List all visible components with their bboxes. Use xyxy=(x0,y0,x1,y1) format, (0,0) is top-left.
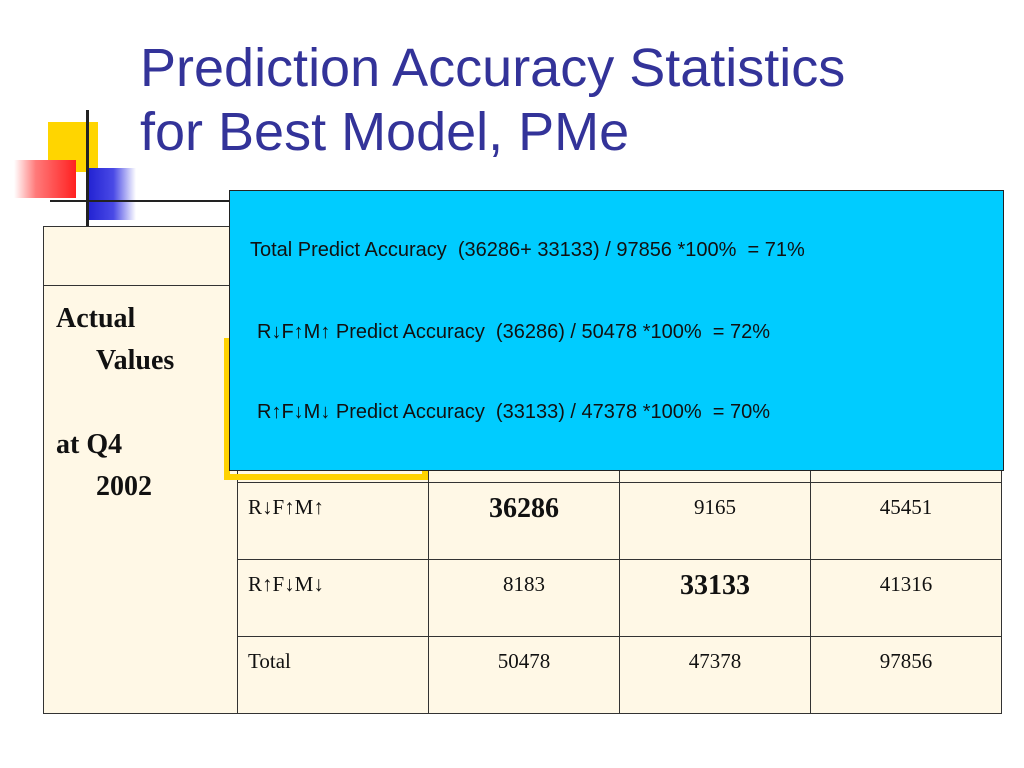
row-label: Total xyxy=(237,636,429,714)
table-cell: 47378 xyxy=(619,636,811,714)
callout-line-rfm-up: R↓F↑M↑ Predict Accuracy (36286) / 50478 … xyxy=(257,321,771,343)
callout-line-total: Total Predict Accuracy (36286+ 33133) / … xyxy=(250,239,805,261)
table-cell: 33133 xyxy=(619,559,811,637)
table-cell: 41316 xyxy=(810,559,1002,637)
table-cell: 45451 xyxy=(810,482,1002,560)
blue-square-shape xyxy=(86,168,136,220)
slide-title-line-1: Prediction Accuracy Statistics xyxy=(140,38,846,98)
row-group-label: Actual Values at Q4 2002 xyxy=(43,285,238,714)
vertical-rule xyxy=(86,110,89,228)
corner-decoration xyxy=(0,0,230,240)
row-label: R↓F↑M↑ xyxy=(237,482,429,560)
row-label: R↑F↓M↓ xyxy=(237,559,429,637)
row-group-label-line-3: at Q4 xyxy=(56,429,123,460)
callout-line-rfm-down: R↑F↓M↓ Predict Accuracy (33133) / 47378 … xyxy=(257,401,771,423)
table-cell: 97856 xyxy=(810,636,1002,714)
table-row: R↓F↑M↑ 36286 9165 45451 xyxy=(44,482,1002,560)
row-group-label-line-1: Actual xyxy=(56,303,136,334)
table-row: R↑F↓M↓ 8183 33133 41316 xyxy=(44,559,1002,637)
red-square-shape xyxy=(14,160,76,198)
slide-title-line-2: for Best Model, PMe xyxy=(140,102,630,162)
row-group-label-line-4: 2002 xyxy=(96,471,152,502)
slide-title: Prediction Accuracy Statistics for Best … xyxy=(140,36,845,164)
accuracy-callout-box: Total Predict Accuracy (36286+ 33133) / … xyxy=(229,190,1004,471)
table-row: Total 50478 47378 97856 xyxy=(44,636,1002,714)
row-group-label-line-2: Values xyxy=(96,345,175,376)
table-cell: 36286 xyxy=(428,482,620,560)
table-cell: 9165 xyxy=(619,482,811,560)
header-cell-corner xyxy=(43,226,238,286)
table-cell: 50478 xyxy=(428,636,620,714)
horizontal-rule xyxy=(50,200,230,202)
table-cell: 8183 xyxy=(428,559,620,637)
